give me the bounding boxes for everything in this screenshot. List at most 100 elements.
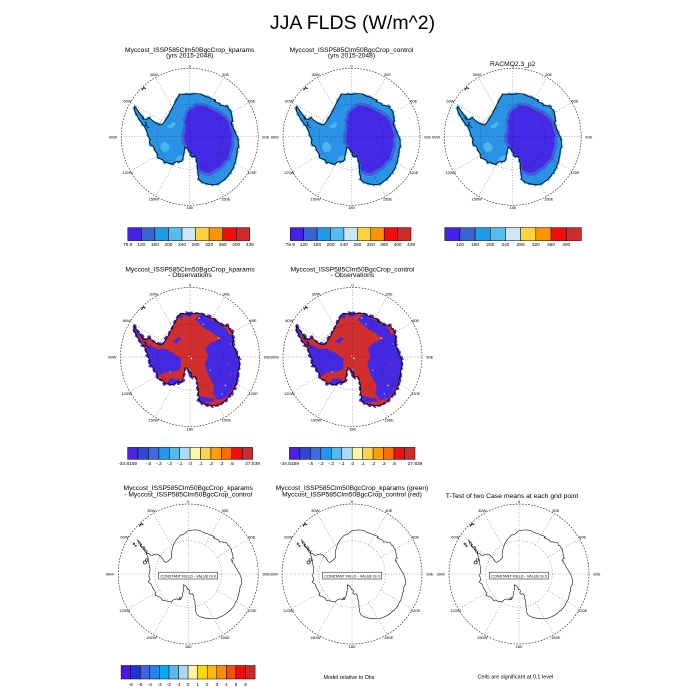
svg-text:CONSTANT FIELD - VALUE IS 0: CONSTANT FIELD - VALUE IS 0: [160, 574, 216, 578]
svg-text:3: 3: [215, 682, 218, 688]
svg-text:-3: -3: [157, 682, 162, 688]
svg-text:-34.8159: -34.8159: [118, 461, 137, 467]
svg-text:120W: 120W: [283, 608, 294, 613]
svg-text:180: 180: [516, 644, 524, 649]
svg-text:60E: 60E: [410, 98, 417, 103]
svg-text:90W: 90W: [432, 134, 440, 139]
svg-text:60E: 60E: [250, 318, 257, 323]
svg-text:150W: 150W: [146, 635, 157, 640]
svg-text:Myccost_ISSP585Clm50BgcCrop_kp: Myccost_ISSP585Clm50BgcCrop_kparams: [125, 267, 255, 274]
svg-text:- Observations: - Observations: [331, 272, 375, 279]
svg-text:400: 400: [562, 242, 570, 248]
svg-text:180: 180: [349, 644, 357, 649]
svg-text:-2: -2: [167, 682, 172, 688]
svg-text:150E: 150E: [221, 197, 231, 202]
svg-text:30E: 30E: [223, 291, 230, 296]
svg-text:-.2: -.2: [166, 461, 172, 467]
svg-text:Model relative to Obs: Model relative to Obs: [324, 675, 375, 681]
svg-text:160: 160: [313, 242, 321, 248]
svg-text:120W: 120W: [284, 391, 295, 396]
svg-text:Myccost_ISSP585Clm50BgcCrop_co: Myccost_ISSP585Clm50BgcCrop_control (red…: [282, 492, 422, 499]
svg-text:5: 5: [235, 682, 238, 688]
svg-text:60E: 60E: [248, 535, 256, 540]
svg-text:120E: 120E: [247, 170, 257, 175]
svg-text:60E: 60E: [412, 318, 419, 323]
svg-text:Myccost_ISSP585Clm50BgcCrop_co: Myccost_ISSP585Clm50BgcCrop_control: [291, 267, 415, 274]
svg-text:0: 0: [512, 63, 515, 68]
svg-text:200: 200: [327, 242, 335, 248]
svg-text:240: 240: [178, 242, 186, 248]
svg-text:30E: 30E: [385, 291, 392, 296]
svg-text:150E: 150E: [383, 197, 393, 202]
svg-text:30W: 30W: [311, 72, 319, 77]
svg-text:.5: .5: [230, 461, 234, 467]
svg-text:150W: 150W: [477, 635, 488, 640]
svg-text:150E: 150E: [222, 418, 232, 423]
svg-text:120W: 120W: [284, 170, 295, 175]
svg-text:320: 320: [205, 242, 213, 248]
svg-text:180: 180: [186, 205, 193, 210]
svg-text:-4: -4: [148, 682, 153, 688]
svg-text:150W: 150W: [310, 635, 321, 640]
svg-text:240: 240: [501, 242, 509, 248]
svg-text:T-Test of two Case means at ea: T-Test of two Case means at each grid po…: [446, 493, 579, 500]
svg-text:.0: .0: [350, 461, 354, 467]
svg-text:60W: 60W: [123, 98, 131, 103]
svg-text:(yrs 2015-2048): (yrs 2015-2048): [166, 53, 213, 60]
svg-text:90W: 90W: [271, 134, 279, 139]
svg-text:180: 180: [187, 426, 194, 431]
svg-text:30W: 30W: [311, 508, 320, 513]
svg-text:4: 4: [225, 682, 228, 688]
svg-text:120W: 120W: [122, 170, 133, 175]
svg-text:360: 360: [547, 242, 555, 248]
svg-text:2: 2: [206, 682, 209, 688]
svg-text:90E: 90E: [426, 354, 433, 359]
svg-text:.5: .5: [392, 461, 396, 467]
svg-text:150E: 150E: [220, 635, 230, 640]
svg-text:120: 120: [137, 242, 145, 248]
svg-text:90W: 90W: [109, 134, 117, 139]
svg-text:79.9: 79.9: [123, 242, 133, 248]
svg-text:-.1: -.1: [177, 461, 183, 467]
svg-text:0: 0: [518, 499, 521, 504]
svg-text:280: 280: [192, 242, 200, 248]
svg-text:120W: 120W: [445, 170, 456, 175]
svg-text:60E: 60E: [579, 535, 587, 540]
svg-text:120E: 120E: [247, 608, 257, 613]
svg-text:150W: 150W: [148, 418, 159, 423]
svg-text:.3: .3: [382, 461, 386, 467]
svg-text:27.839: 27.839: [408, 461, 423, 467]
svg-text:200: 200: [164, 242, 172, 248]
svg-text:-6: -6: [129, 682, 134, 688]
svg-text:90E: 90E: [264, 354, 271, 359]
svg-text:400: 400: [394, 242, 402, 248]
svg-text:30E: 30E: [385, 508, 393, 513]
svg-text:60W: 60W: [120, 535, 129, 540]
svg-text:90E: 90E: [585, 134, 592, 139]
svg-text:90W: 90W: [271, 354, 279, 359]
svg-text:120: 120: [300, 242, 308, 248]
svg-text:.0: .0: [188, 461, 192, 467]
svg-text:-.5: -.5: [146, 461, 152, 467]
svg-text:-.3: -.3: [318, 461, 324, 467]
svg-text:79.9: 79.9: [286, 242, 296, 248]
svg-text:150W: 150W: [311, 418, 322, 423]
svg-text:120E: 120E: [570, 170, 580, 175]
svg-text:150W: 150W: [472, 197, 483, 202]
svg-text:0: 0: [189, 283, 192, 288]
svg-text:439: 439: [246, 242, 254, 248]
svg-text:400: 400: [232, 242, 240, 248]
svg-text:200: 200: [486, 242, 494, 248]
svg-text:30W: 30W: [147, 508, 156, 513]
svg-text:439: 439: [407, 242, 415, 248]
svg-text:120W: 120W: [122, 391, 133, 396]
svg-text:120: 120: [456, 242, 464, 248]
svg-text:Myccost_ISSP585Clm50BgcCrop_co: Myccost_ISSP585Clm50BgcCrop_control: [290, 47, 414, 54]
svg-text:-.5: -.5: [308, 461, 314, 467]
svg-text:0: 0: [350, 63, 353, 68]
svg-text:90E: 90E: [262, 134, 269, 139]
svg-text:120E: 120E: [411, 391, 421, 396]
svg-text:90E: 90E: [262, 571, 270, 576]
svg-text:180: 180: [185, 644, 193, 649]
svg-text:.2: .2: [371, 461, 375, 467]
